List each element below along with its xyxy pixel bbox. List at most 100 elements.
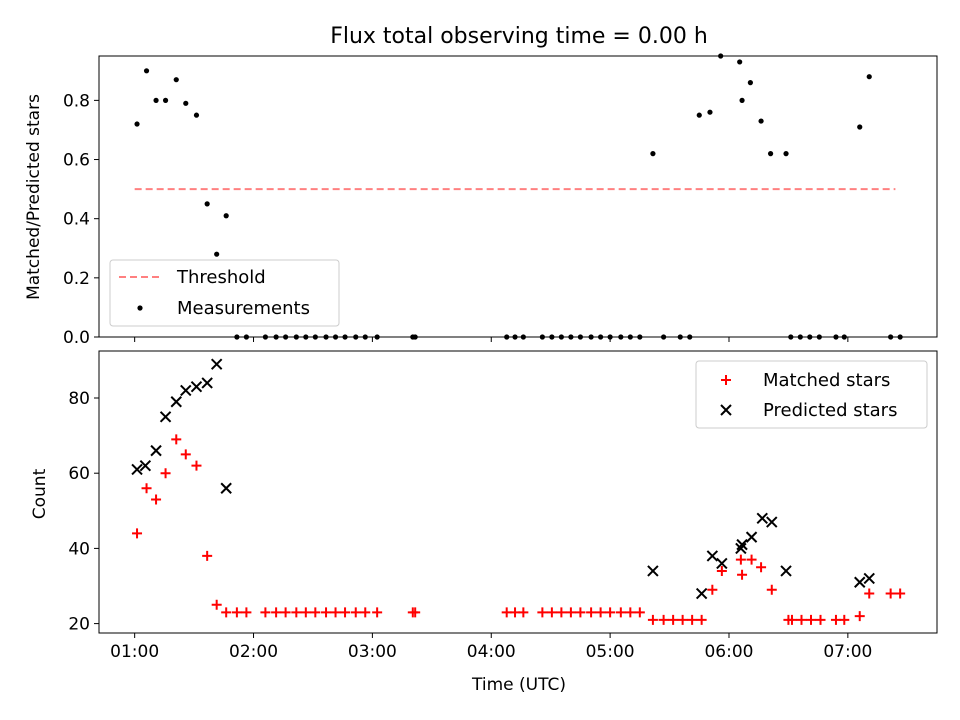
matched-star-point [716, 565, 727, 576]
measurement-point [504, 334, 510, 340]
x-tick-label: 06:00 [704, 642, 753, 662]
measurement-point [816, 334, 822, 340]
matched-star-point [221, 607, 232, 618]
y-tick-label: 0.0 [63, 328, 90, 348]
measurement-point [412, 334, 418, 340]
y-tick-label: 0.8 [63, 91, 90, 111]
matched-star-point [330, 607, 341, 618]
y-tick-label: 0.4 [63, 210, 90, 230]
measurement-point [627, 334, 633, 340]
legend-measurements-swatch [137, 305, 143, 311]
matched-star-point [575, 607, 586, 618]
matched-star-point [839, 614, 850, 625]
predicted-star-point [159, 411, 172, 423]
measurement-point [866, 74, 872, 80]
predicted-star-point [695, 587, 708, 600]
measurement-point [134, 121, 140, 127]
predicted-star-point [139, 459, 152, 472]
legend-matched-swatch [721, 375, 731, 385]
measurement-point [214, 251, 220, 257]
measurement-point [362, 334, 368, 340]
x-tick-label: 05:00 [586, 642, 635, 662]
matched-star-point [696, 614, 707, 625]
measurement-point [758, 118, 764, 124]
measurement-point [857, 124, 863, 130]
matched-star-point [756, 562, 767, 573]
measurement-point [661, 334, 667, 340]
measurement-point [558, 334, 564, 340]
measurement-point [183, 100, 189, 106]
matched-star-point [647, 614, 658, 625]
matched-star-point [160, 468, 171, 479]
measurement-point [707, 109, 713, 115]
matched-star-point [605, 607, 616, 618]
matched-star-point [806, 614, 817, 625]
legend-measurements-label: Measurements [177, 298, 310, 319]
measurement-point [833, 334, 839, 340]
y-tick-label: 20 [68, 615, 90, 635]
measurement-point [696, 112, 702, 118]
predicted-star-point [736, 538, 748, 551]
measurement-point [312, 334, 318, 340]
top-y-axis-label: Matched/Predicted stars [24, 94, 44, 300]
matched-star-point [735, 554, 746, 565]
matched-star-point [595, 607, 606, 618]
chart-title: Flux total observing time = 0.00 h [330, 24, 708, 49]
measurement-point [577, 334, 584, 340]
measurement-point [293, 334, 299, 340]
matched-star-point [658, 614, 669, 625]
matched-star-point [241, 607, 252, 618]
matched-star-point [707, 584, 718, 595]
legend-predicted-label: Predicted stars [763, 400, 897, 421]
measurement-point [568, 334, 574, 340]
matched-star-point [615, 607, 626, 618]
legend-matched-label: Matched stars [763, 370, 890, 391]
measurement-point [788, 334, 794, 340]
matched-star-point [668, 614, 679, 625]
measurement-point [243, 334, 249, 340]
matched-star-point [180, 449, 191, 460]
x-tick-label: 01:00 [110, 642, 159, 662]
matched-star-point [291, 607, 302, 618]
matched-star-point [340, 607, 351, 618]
predicted-star-point [131, 463, 143, 476]
predicted-star-point [735, 542, 747, 555]
matched-star-point [191, 460, 202, 471]
measurement-point [539, 334, 545, 340]
x-tick-label: 07:00 [823, 642, 872, 662]
matched-star-point [171, 434, 182, 445]
predicted-star-point [150, 444, 162, 457]
measurement-point [807, 334, 813, 340]
measurement-point [718, 53, 724, 59]
measurement-point [767, 151, 774, 157]
predicted-star-point [716, 557, 728, 570]
measurement-point [512, 334, 518, 340]
measurement-point [650, 151, 656, 157]
predicted-star-point [220, 482, 232, 494]
matched-star-point [796, 614, 807, 625]
measurement-point [342, 334, 348, 340]
legend-predicted-swatch [720, 404, 732, 416]
measurement-point [677, 334, 683, 340]
measurement-point [204, 201, 210, 207]
matched-star-point [300, 607, 311, 618]
axes-frame [98, 350, 938, 634]
predicted-star-point [190, 381, 203, 393]
matched-star-point [737, 569, 748, 580]
matched-star-point [565, 607, 576, 618]
measurement-point [598, 334, 604, 340]
measurement-point [162, 97, 169, 103]
measurement-point [520, 334, 526, 340]
x-tick-label: 04:00 [467, 642, 516, 662]
measurement-point [332, 334, 339, 340]
measurement-point [283, 334, 289, 340]
matched-star-point [556, 607, 567, 618]
measurement-point [262, 334, 269, 340]
measurement-point [897, 334, 903, 340]
measurement-point [303, 334, 309, 340]
data-layer [131, 358, 906, 625]
matched-star-point [746, 554, 757, 565]
measurement-point [353, 334, 359, 340]
matched-star-point [518, 607, 529, 618]
